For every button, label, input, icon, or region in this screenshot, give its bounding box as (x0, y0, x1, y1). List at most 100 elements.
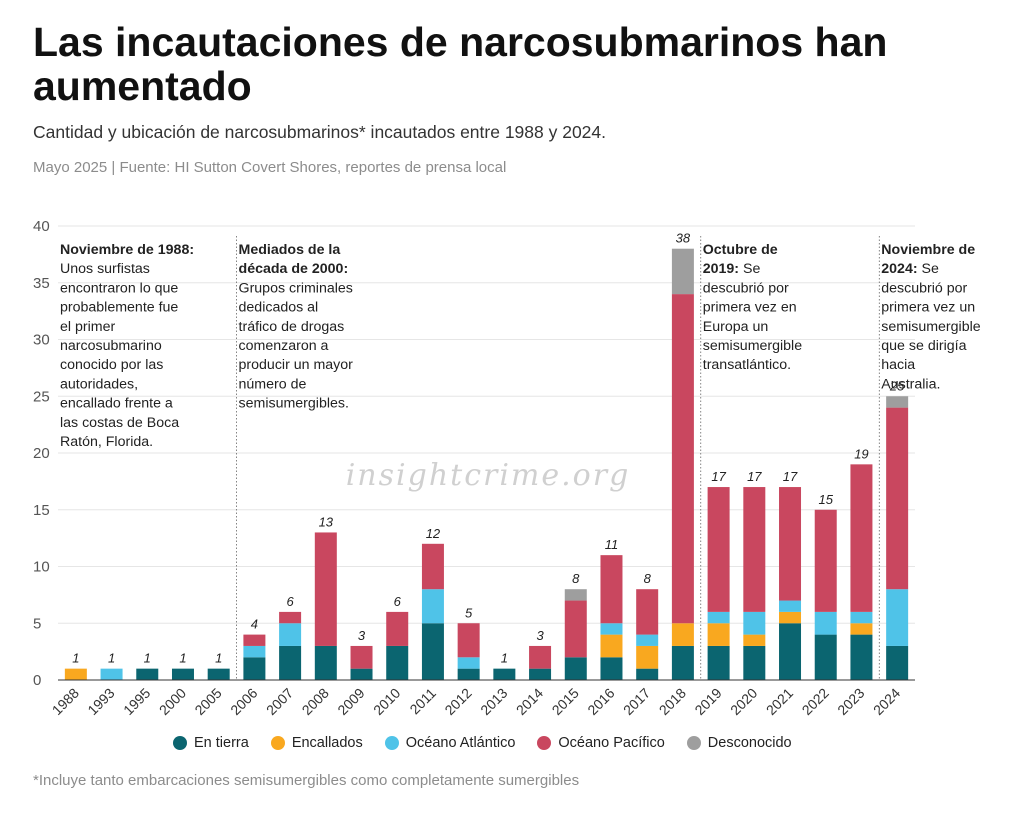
chart-title: Las incautaciones de narcosubmarinos han… (33, 19, 888, 109)
annotation-text: Noviembre de 1988: Unos surfistas encontra… (60, 242, 194, 450)
x-tick-label: 2015 (549, 685, 582, 718)
bar-segment (743, 487, 766, 612)
bar-segment (671, 645, 694, 680)
annotation-text: Octubre de 2019: Se descubrió por primera v… (703, 242, 802, 373)
bar-segment (421, 623, 444, 680)
legend-item: Océano Pacífico (537, 735, 665, 751)
bar-segment (671, 248, 694, 295)
data-label: 19 (854, 446, 868, 461)
x-tick-label: 2017 (620, 685, 653, 718)
data-label: 3 (536, 628, 544, 643)
bar-segment (814, 611, 837, 635)
x-tick-label: 2006 (227, 685, 260, 718)
x-tick-label: 2019 (691, 685, 724, 718)
bar-segment (243, 657, 266, 680)
x-tick-label: 2016 (584, 685, 617, 718)
bar-segment (636, 634, 659, 646)
source-line: Mayo 2025 | Fuente: HI Sutton Covert Sho… (33, 159, 507, 176)
x-tick-label: 2013 (477, 685, 510, 718)
x-tick-label: 2021 (763, 685, 796, 718)
data-label: 11 (605, 537, 619, 552)
bar-segment (814, 634, 837, 680)
x-tick-label: 2018 (656, 685, 689, 718)
bar-segment (779, 611, 802, 624)
y-tick-label: 35 (33, 275, 50, 292)
bar-segment (636, 645, 659, 669)
bar-segment (529, 645, 552, 669)
bar-segment (421, 589, 444, 624)
data-label: 6 (286, 594, 294, 609)
bar-segment (743, 634, 766, 646)
bar-segment (636, 589, 659, 635)
bar-segment (886, 589, 909, 646)
annotation-text: Mediados de la década de 2000: Grupos crim… (239, 242, 354, 412)
bar-segment (100, 668, 123, 680)
bar-segment (207, 668, 230, 680)
legend-item: Encallados (270, 735, 363, 751)
x-tick-label: 2010 (370, 685, 403, 718)
bar-segment (386, 611, 409, 646)
annotation-text: Noviembre de 2024: Se descubrió por primera… (881, 242, 980, 392)
bar-segment (886, 407, 909, 590)
bar-segment (314, 532, 337, 646)
data-label: 17 (783, 469, 798, 484)
bar-segment (386, 645, 409, 680)
watermark: insightcrime.org (346, 458, 631, 493)
x-tick-label: 2008 (299, 685, 332, 718)
legend-label: Océano Pacífico (558, 735, 665, 751)
data-label: 17 (747, 469, 762, 484)
data-label: 13 (319, 514, 334, 529)
data-label: 1 (144, 651, 151, 666)
bar-segment (279, 623, 302, 646)
bar-segment (707, 487, 730, 612)
bar-segment (850, 634, 873, 680)
footnote: *Incluye tanto embarcaciones semisumergi… (33, 772, 580, 789)
bar-segment (636, 668, 659, 680)
bar-segment (850, 623, 873, 635)
x-tick-label: 2024 (870, 685, 903, 718)
y-tick-label: 40 (33, 218, 50, 235)
legend-swatch (686, 736, 701, 750)
bar-segment (886, 396, 909, 408)
data-label: 38 (676, 231, 691, 246)
bar-segment (671, 623, 694, 646)
legend-label: Desconocido (707, 735, 792, 751)
bar-segment (707, 645, 730, 680)
bar-segment (779, 487, 802, 601)
legend-swatch (537, 736, 552, 750)
x-tick-label: 2000 (156, 685, 189, 718)
x-tick-label: 1995 (120, 685, 153, 718)
bar-segment (279, 645, 302, 680)
y-tick-label: 20 (33, 445, 50, 462)
legend-swatch (270, 736, 285, 750)
x-tick-label: 2012 (441, 685, 474, 718)
x-tick-label: 1988 (49, 685, 82, 718)
bar-segment (279, 611, 302, 624)
legend-swatch (173, 736, 187, 750)
data-label: 1 (215, 651, 222, 666)
x-tick-label: 2009 (334, 685, 367, 718)
bar-segment (421, 543, 444, 590)
x-tick-label: 2005 (191, 685, 224, 718)
bar-segment (350, 668, 373, 680)
bar-segment (136, 668, 159, 680)
legend-item: Desconocido (686, 735, 792, 751)
bar-segment (243, 634, 266, 646)
legend-swatch (384, 736, 399, 750)
data-label: 1 (179, 651, 186, 666)
legend-label: En tierra (194, 735, 249, 751)
bar-segment (600, 657, 623, 680)
data-label: 15 (818, 492, 833, 507)
bar-segment (457, 668, 480, 680)
bar-segment (64, 668, 87, 680)
bar-segment (457, 623, 480, 658)
data-label: 1 (108, 651, 115, 666)
bar-segment (350, 645, 373, 669)
data-label: 4 (251, 617, 258, 632)
bar-segment (171, 668, 194, 680)
bar-segment (600, 623, 623, 635)
data-label: 8 (644, 571, 652, 586)
data-label: 5 (465, 605, 473, 620)
bar-segment (564, 657, 587, 680)
